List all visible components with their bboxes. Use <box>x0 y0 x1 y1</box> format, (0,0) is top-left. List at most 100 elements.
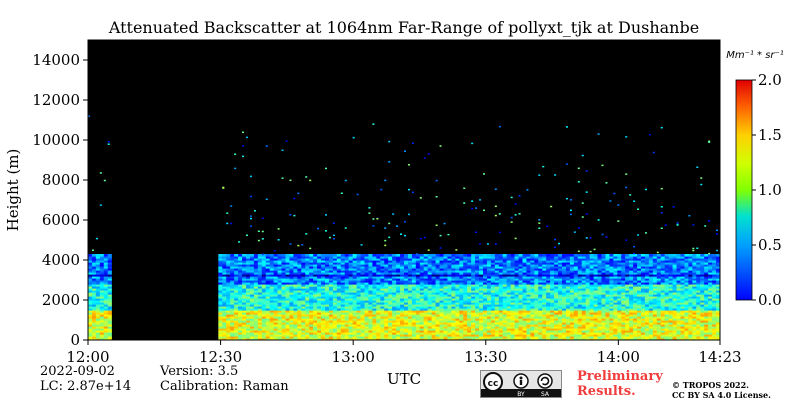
backscatter-cell <box>585 310 591 313</box>
backscatter-cell <box>427 288 433 291</box>
backscatter-cell <box>238 288 243 291</box>
backscatter-cell <box>605 272 610 275</box>
backscatter-cell <box>91 292 97 295</box>
backscatter-cell <box>510 284 516 287</box>
backscatter-cell <box>407 284 413 287</box>
backscatter-cell <box>530 316 535 319</box>
backscatter-cell <box>388 254 393 257</box>
backscatter-cell <box>597 266 603 269</box>
backscatter-cell <box>633 274 638 277</box>
backscatter-cell <box>625 264 630 267</box>
backscatter-cell <box>589 284 595 287</box>
backscatter-cell <box>613 298 618 301</box>
backscatter-cell <box>562 312 567 315</box>
backscatter-cell <box>518 260 524 263</box>
backscatter-cell <box>99 266 105 269</box>
backscatter-cell <box>471 322 476 325</box>
backscatter-cell <box>321 294 326 297</box>
backscatter-cell <box>542 304 547 307</box>
backscatter-cell <box>435 306 441 309</box>
backscatter-cell <box>360 312 366 315</box>
backscatter-cell <box>103 288 109 291</box>
backscatter-cell <box>490 258 496 261</box>
backscatter-cell <box>451 270 456 273</box>
backscatter-cell <box>376 262 381 265</box>
backscatter-cell <box>558 276 563 279</box>
backscatter-cell <box>246 336 251 339</box>
backscatter-cell <box>455 338 460 340</box>
backscatter-cell <box>451 274 456 277</box>
backscatter-cell <box>360 282 366 285</box>
backscatter-cell <box>293 304 298 307</box>
backscatter-cell <box>253 294 259 297</box>
backscatter-cell <box>518 332 524 335</box>
backscatter-cell <box>494 300 500 303</box>
backscatter-cell <box>230 270 235 273</box>
backscatter-cell <box>332 298 338 301</box>
backscatter-cell <box>463 308 468 311</box>
noise-speckle <box>249 195 252 198</box>
backscatter-cell <box>95 326 101 329</box>
backscatter-cell <box>538 268 543 271</box>
backscatter-cell <box>565 294 571 297</box>
noise-speckle <box>439 234 442 237</box>
backscatter-cell <box>522 306 528 309</box>
backscatter-cell <box>238 264 243 267</box>
backscatter-cell <box>494 292 500 295</box>
backscatter-cell <box>368 338 373 340</box>
backscatter-cell <box>273 334 279 337</box>
backscatter-cell <box>625 322 630 325</box>
backscatter-cell <box>293 256 298 259</box>
backscatter-cell <box>246 284 251 287</box>
backscatter-cell <box>301 296 306 299</box>
backscatter-cell <box>542 336 547 339</box>
backscatter-cell <box>423 258 429 261</box>
backscatter-cell <box>467 274 472 277</box>
backscatter-cell <box>257 294 263 297</box>
backscatter-cell <box>506 268 512 271</box>
noise-speckle <box>518 212 521 215</box>
backscatter-cell <box>257 326 263 329</box>
backscatter-cell <box>301 316 306 319</box>
backscatter-cell <box>249 302 255 305</box>
backscatter-cell <box>562 254 567 257</box>
backscatter-cell <box>309 330 314 333</box>
backscatter-cell <box>234 284 239 287</box>
backscatter-cell <box>455 328 460 331</box>
backscatter-cell <box>293 264 298 267</box>
backscatter-cell <box>490 260 496 263</box>
backscatter-cell <box>633 308 638 311</box>
backscatter-cell <box>562 268 567 271</box>
backscatter-cell <box>222 322 227 325</box>
backscatter-cell <box>467 312 472 315</box>
noise-speckle <box>581 216 584 218</box>
backscatter-cell <box>95 294 101 297</box>
backscatter-cell <box>305 326 310 329</box>
backscatter-cell <box>463 272 468 275</box>
backscatter-cell <box>581 284 587 287</box>
backscatter-cell <box>625 282 630 285</box>
backscatter-cell <box>313 318 318 321</box>
backscatter-cell <box>459 258 464 261</box>
backscatter-cell <box>218 268 223 271</box>
backscatter-cell <box>364 310 370 313</box>
backscatter-cell <box>550 330 555 333</box>
backscatter-cell <box>431 304 437 307</box>
backscatter-cell <box>597 330 603 333</box>
backscatter-cell <box>107 332 113 335</box>
backscatter-cell <box>609 302 614 305</box>
backscatter-cell <box>625 292 630 295</box>
backscatter-cell <box>479 262 484 265</box>
backscatter-cell <box>506 266 512 269</box>
backscatter-cell <box>534 306 539 309</box>
noise-speckle <box>407 188 410 191</box>
noise-speckle <box>538 219 541 221</box>
backscatter-cell <box>565 292 571 295</box>
backscatter-cell <box>103 264 109 267</box>
backscatter-cell <box>325 332 330 335</box>
backscatter-cell <box>340 318 346 321</box>
noise-speckle <box>289 243 292 245</box>
backscatter-cell <box>392 308 397 311</box>
backscatter-cell <box>554 320 559 323</box>
backscatter-cell <box>242 322 247 325</box>
